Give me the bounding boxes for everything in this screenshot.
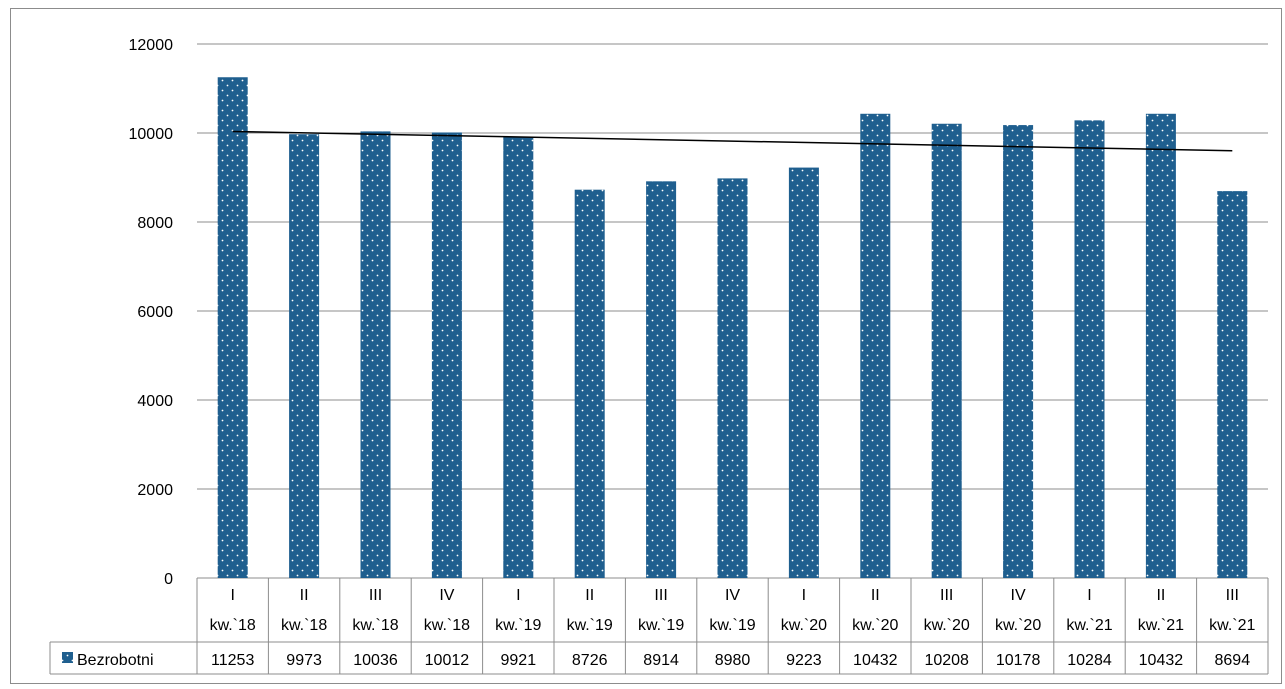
bar bbox=[860, 113, 891, 578]
bar bbox=[1003, 125, 1034, 578]
x-tick-label: kw.`20 bbox=[852, 617, 898, 634]
y-tick-label: 12000 bbox=[129, 37, 174, 54]
y-axis: 0 2000 4000 6000 8000 10000 12000 bbox=[129, 37, 174, 588]
x-tick-label: kw.`19 bbox=[567, 617, 613, 634]
x-tick-label: kw.`19 bbox=[638, 617, 684, 634]
table-value: 10432 bbox=[853, 652, 898, 669]
bar bbox=[717, 178, 748, 578]
x-tick-label: II bbox=[871, 587, 880, 604]
bar bbox=[1145, 113, 1176, 578]
x-tick-label: kw.`18 bbox=[210, 617, 256, 634]
y-tick-label: 10000 bbox=[129, 126, 174, 143]
x-tick-label: kw.`21 bbox=[1066, 617, 1112, 634]
x-tick-label: kw.`20 bbox=[995, 617, 1041, 634]
y-tick-label: 8000 bbox=[137, 215, 173, 232]
table-value: 8980 bbox=[715, 652, 751, 669]
table-value: 8726 bbox=[572, 652, 608, 669]
x-tick-label: II bbox=[585, 587, 594, 604]
table-value: 10036 bbox=[353, 652, 398, 669]
x-tick-label: kw.`18 bbox=[281, 617, 327, 634]
bars bbox=[217, 77, 1248, 578]
y-tick-label: 0 bbox=[164, 571, 173, 588]
bar bbox=[574, 189, 605, 578]
y-tick-label: 6000 bbox=[137, 304, 173, 321]
x-tick-label: III bbox=[369, 587, 382, 604]
x-tick-label: I bbox=[230, 587, 234, 604]
table-value: 10432 bbox=[1139, 652, 1184, 669]
table-value: 9223 bbox=[786, 652, 822, 669]
bar bbox=[217, 77, 248, 578]
table-value: 10178 bbox=[996, 652, 1041, 669]
x-tick-label: kw.`20 bbox=[924, 617, 970, 634]
x-tick-label: II bbox=[300, 587, 309, 604]
bar bbox=[289, 134, 320, 578]
bar bbox=[431, 132, 462, 578]
x-tick-label: kw.`20 bbox=[781, 617, 827, 634]
bar bbox=[1217, 191, 1248, 578]
bar bbox=[1074, 120, 1105, 578]
legend-label: Bezrobotni bbox=[77, 652, 154, 669]
bar bbox=[360, 131, 391, 578]
bar-chart: 0 2000 4000 6000 8000 10000 12000 Ikw.`18 11253… bbox=[10, 8, 1282, 684]
x-tick-label: kw.`21 bbox=[1209, 617, 1255, 634]
table-value: 8914 bbox=[643, 652, 679, 669]
trendline-group bbox=[232, 130, 1233, 152]
table-value: 9921 bbox=[501, 652, 537, 669]
bar bbox=[646, 181, 677, 578]
x-tick-label: kw.`18 bbox=[352, 617, 398, 634]
legend-key bbox=[62, 652, 73, 663]
y-tick-label: 2000 bbox=[137, 482, 173, 499]
x-tick-label: kw.`19 bbox=[709, 617, 755, 634]
x-tick-label: kw.`18 bbox=[424, 617, 470, 634]
table-value: 9973 bbox=[286, 652, 322, 669]
bar bbox=[788, 167, 819, 578]
x-tick-label: III bbox=[1226, 587, 1239, 604]
table-value: 10284 bbox=[1067, 652, 1112, 669]
x-tick-label: IV bbox=[1011, 587, 1026, 604]
trendline bbox=[232, 130, 1233, 152]
x-tick-label: III bbox=[940, 587, 953, 604]
x-tick-label: I bbox=[516, 587, 520, 604]
bar bbox=[931, 123, 962, 578]
x-tick-label: III bbox=[654, 587, 667, 604]
x-tick-label: II bbox=[1156, 587, 1165, 604]
x-tick-label: IV bbox=[725, 587, 740, 604]
x-tick-label: I bbox=[1087, 587, 1091, 604]
x-tick-label: kw.`21 bbox=[1138, 617, 1184, 634]
table-value: 10012 bbox=[425, 652, 470, 669]
y-tick-label: 4000 bbox=[137, 393, 173, 410]
table-value: 8694 bbox=[1215, 652, 1251, 669]
bar bbox=[503, 136, 534, 578]
x-tick-label: I bbox=[802, 587, 806, 604]
data-table: Ikw.`1811253IIkw.`189973IIIkw.`1810036IV… bbox=[49, 578, 1269, 675]
table-value: 10208 bbox=[924, 652, 969, 669]
x-tick-label: kw.`19 bbox=[495, 617, 541, 634]
x-tick-label: IV bbox=[439, 587, 454, 604]
table-value: 11253 bbox=[211, 652, 254, 669]
